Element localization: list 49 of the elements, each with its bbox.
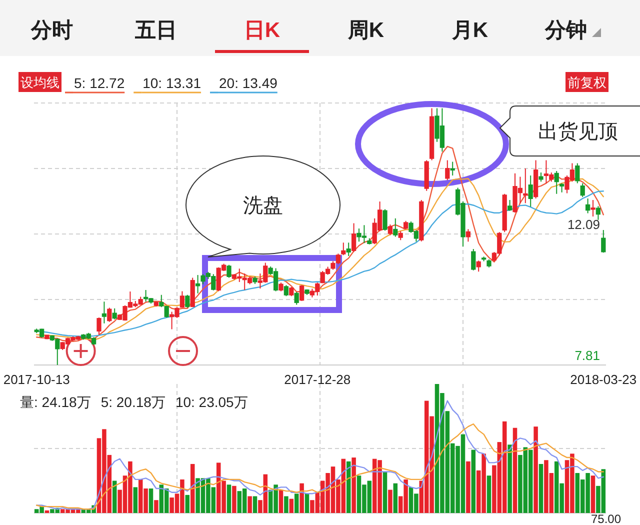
bar — [352, 458, 356, 513]
x-tick-label: 2018-03-23 — [570, 372, 637, 387]
x-tick-label: 2017-12-28 — [284, 372, 351, 387]
bar — [252, 496, 258, 513]
annotation: 量: 24.18万 — [20, 394, 91, 410]
bar — [284, 496, 288, 513]
text: 周K — [346, 19, 384, 42]
bar — [393, 483, 398, 513]
legend-label: 10: 13.31 — [142, 75, 202, 91]
annotation: 洗盘 — [243, 195, 283, 217]
bar — [538, 464, 544, 513]
text: 前复权 — [568, 75, 606, 90]
legend-label: 5: 12.72 — [74, 75, 125, 91]
y-tick-label: 12.09 — [567, 217, 600, 232]
bar — [382, 472, 388, 513]
text: 五日 — [134, 19, 177, 42]
bar — [471, 450, 476, 513]
bar — [512, 428, 518, 513]
bar — [226, 484, 232, 513]
bar — [44, 510, 50, 513]
text: 分钟 — [544, 19, 587, 42]
annotation: 75.00 — [590, 512, 622, 525]
bar — [388, 490, 392, 513]
text: 分时 — [30, 19, 73, 42]
text: 月K — [450, 19, 488, 42]
bar — [304, 494, 310, 513]
bar — [133, 487, 138, 513]
bar — [248, 496, 252, 513]
annotation: 5: 20.18万 — [100, 394, 166, 410]
y-tick-label: 7.81 — [574, 348, 600, 363]
bar — [154, 500, 158, 513]
bar — [590, 476, 596, 513]
bar — [294, 494, 299, 513]
bar — [278, 490, 284, 513]
legend-label: 20: 13.49 — [219, 75, 278, 91]
bar — [300, 483, 304, 513]
bar — [148, 488, 154, 513]
bar — [289, 498, 294, 513]
bar — [232, 486, 236, 513]
bar — [466, 461, 470, 513]
bar — [185, 494, 190, 513]
text: 设均线 — [20, 75, 60, 90]
annotation: 10: 23.05万 — [175, 394, 248, 410]
x-tick-label: 2017-10-13 — [3, 372, 70, 387]
annotation: 出货见顶 — [538, 121, 618, 143]
bar — [534, 426, 538, 513]
bar — [486, 476, 492, 513]
text: 日K — [244, 19, 280, 42]
bar — [508, 444, 512, 513]
